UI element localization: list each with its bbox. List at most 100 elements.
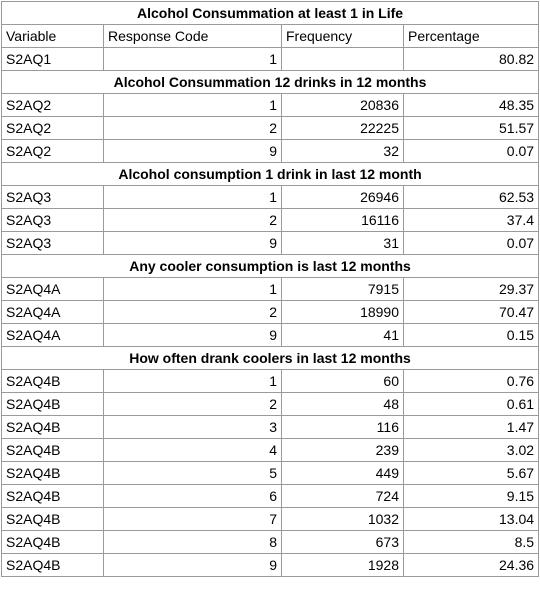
table-row: S2AQ4B 7 1032 13.04 bbox=[1, 507, 540, 531]
table-row: S2AQ2 9 32 0.07 bbox=[1, 139, 540, 163]
cell-response-code: 2 bbox=[103, 392, 282, 416]
table-row: S2AQ3 1 26946 62.53 bbox=[1, 185, 540, 209]
section-title: Alcohol Consummation 12 drinks in 12 mon… bbox=[0, 70, 540, 94]
cell-frequency bbox=[281, 47, 404, 71]
cell-response-code: 9 bbox=[103, 231, 282, 255]
table-row: S2AQ4B 6 724 9.15 bbox=[1, 484, 540, 508]
cell-percentage: 5.67 bbox=[402, 461, 540, 485]
cell-variable: S2AQ4A bbox=[1, 300, 104, 324]
cell-frequency: 20836 bbox=[281, 93, 404, 117]
cell-frequency: 1032 bbox=[281, 507, 404, 531]
table-row: S2AQ3 2 16116 37.4 bbox=[1, 208, 540, 232]
cell-frequency: 673 bbox=[281, 530, 404, 554]
section-title: Any cooler consumption is last 12 months bbox=[0, 254, 540, 278]
section-title: Alcohol Consummation at least 1 in Life bbox=[0, 1, 540, 25]
section-title-row: How often drank coolers in last 12 month… bbox=[0, 346, 540, 370]
cell-frequency: 724 bbox=[281, 484, 404, 508]
cell-variable: S2AQ2 bbox=[1, 93, 104, 117]
cell-response-code: 2 bbox=[103, 116, 282, 140]
cell-percentage: 0.07 bbox=[402, 139, 540, 163]
table-body: Alcohol Consummation at least 1 in Life V… bbox=[0, 1, 540, 577]
cell-frequency: 116 bbox=[281, 415, 404, 439]
cell-percentage: 70.47 bbox=[402, 300, 540, 324]
table-row: S2AQ4B 5 449 5.67 bbox=[1, 461, 540, 485]
cell-response-code: 1 bbox=[103, 277, 282, 301]
cell-percentage: 9.15 bbox=[402, 484, 540, 508]
section-title-row: Alcohol Consummation at least 1 in Life bbox=[0, 1, 540, 25]
table-row: S2AQ2 1 20836 48.35 bbox=[1, 93, 540, 117]
table-row: S2AQ4B 8 673 8.5 bbox=[1, 530, 540, 554]
cell-response-code: 1 bbox=[103, 47, 282, 71]
cell-variable: S2AQ2 bbox=[1, 139, 104, 163]
cell-variable: S2AQ4B bbox=[1, 553, 104, 577]
cell-response-code: 1 bbox=[103, 185, 282, 209]
section-title-row: Any cooler consumption is last 12 months bbox=[0, 254, 540, 278]
cell-variable: S2AQ4B bbox=[1, 507, 104, 531]
cell-percentage: 80.82 bbox=[402, 47, 540, 71]
cell-response-code: 2 bbox=[103, 300, 282, 324]
header-frequency: Frequency bbox=[281, 24, 404, 48]
cell-frequency: 239 bbox=[281, 438, 404, 462]
table-row: S2AQ4A 1 7915 29.37 bbox=[1, 277, 540, 301]
cell-variable: S2AQ4A bbox=[1, 323, 104, 347]
cell-response-code: 1 bbox=[103, 93, 282, 117]
cell-response-code: 9 bbox=[103, 553, 282, 577]
table-row: S2AQ2 2 22225 51.57 bbox=[1, 116, 540, 140]
section-title-row: Alcohol consumption 1 drink in last 12 m… bbox=[0, 162, 540, 186]
cell-variable: S2AQ4B bbox=[1, 461, 104, 485]
cell-frequency: 41 bbox=[281, 323, 404, 347]
table-row: S2AQ1 1 80.82 bbox=[1, 47, 540, 71]
cell-percentage: 0.76 bbox=[402, 369, 540, 393]
table-row: S2AQ4B 1 60 0.76 bbox=[1, 369, 540, 393]
cell-percentage: 0.07 bbox=[402, 231, 540, 255]
cell-response-code: 1 bbox=[103, 369, 282, 393]
cell-variable: S2AQ4B bbox=[1, 438, 104, 462]
table-row: S2AQ4A 9 41 0.15 bbox=[1, 323, 540, 347]
cell-variable: S2AQ4B bbox=[1, 530, 104, 554]
header-variable: Variable bbox=[1, 24, 104, 48]
header-response-code: Response Code bbox=[103, 24, 282, 48]
cell-frequency: 26946 bbox=[281, 185, 404, 209]
cell-frequency: 18990 bbox=[281, 300, 404, 324]
table-row: S2AQ3 9 31 0.07 bbox=[1, 231, 540, 255]
cell-percentage: 0.15 bbox=[402, 323, 540, 347]
cell-frequency: 32 bbox=[281, 139, 404, 163]
cell-variable: S2AQ3 bbox=[1, 231, 104, 255]
cell-variable: S2AQ2 bbox=[1, 116, 104, 140]
table-row: S2AQ4B 2 48 0.61 bbox=[1, 392, 540, 416]
cell-response-code: 9 bbox=[103, 323, 282, 347]
cell-frequency: 1928 bbox=[281, 553, 404, 577]
cell-response-code: 3 bbox=[103, 415, 282, 439]
cell-response-code: 7 bbox=[103, 507, 282, 531]
cell-percentage: 3.02 bbox=[402, 438, 540, 462]
column-header-row: Variable Response Code Frequency Percentage bbox=[1, 24, 540, 48]
cell-variable: S2AQ4B bbox=[1, 415, 104, 439]
section-title: How often drank coolers in last 12 month… bbox=[0, 346, 540, 370]
section-title-row: Alcohol Consummation 12 drinks in 12 mon… bbox=[0, 70, 540, 94]
frequency-table: Alcohol Consummation at least 1 in Life V… bbox=[0, 1, 540, 577]
table-row: S2AQ4B 9 1928 24.36 bbox=[1, 553, 540, 577]
cell-percentage: 37.4 bbox=[402, 208, 540, 232]
cell-response-code: 2 bbox=[103, 208, 282, 232]
cell-variable: S2AQ4B bbox=[1, 369, 104, 393]
cell-variable: S2AQ3 bbox=[1, 185, 104, 209]
cell-frequency: 7915 bbox=[281, 277, 404, 301]
cell-frequency: 22225 bbox=[281, 116, 404, 140]
cell-variable: S2AQ4B bbox=[1, 484, 104, 508]
cell-percentage: 8.5 bbox=[402, 530, 540, 554]
table-row: S2AQ4B 4 239 3.02 bbox=[1, 438, 540, 462]
cell-frequency: 449 bbox=[281, 461, 404, 485]
cell-frequency: 60 bbox=[281, 369, 404, 393]
cell-frequency: 16116 bbox=[281, 208, 404, 232]
cell-response-code: 6 bbox=[103, 484, 282, 508]
cell-variable: S2AQ4A bbox=[1, 277, 104, 301]
cell-variable: S2AQ3 bbox=[1, 208, 104, 232]
cell-variable: S2AQ1 bbox=[1, 47, 104, 71]
cell-frequency: 48 bbox=[281, 392, 404, 416]
table-row: S2AQ4B 3 116 1.47 bbox=[1, 415, 540, 439]
cell-response-code: 4 bbox=[103, 438, 282, 462]
section-title: Alcohol consumption 1 drink in last 12 m… bbox=[0, 162, 540, 186]
table-row: S2AQ4A 2 18990 70.47 bbox=[1, 300, 540, 324]
header-percentage: Percentage bbox=[402, 24, 540, 48]
cell-frequency: 31 bbox=[281, 231, 404, 255]
